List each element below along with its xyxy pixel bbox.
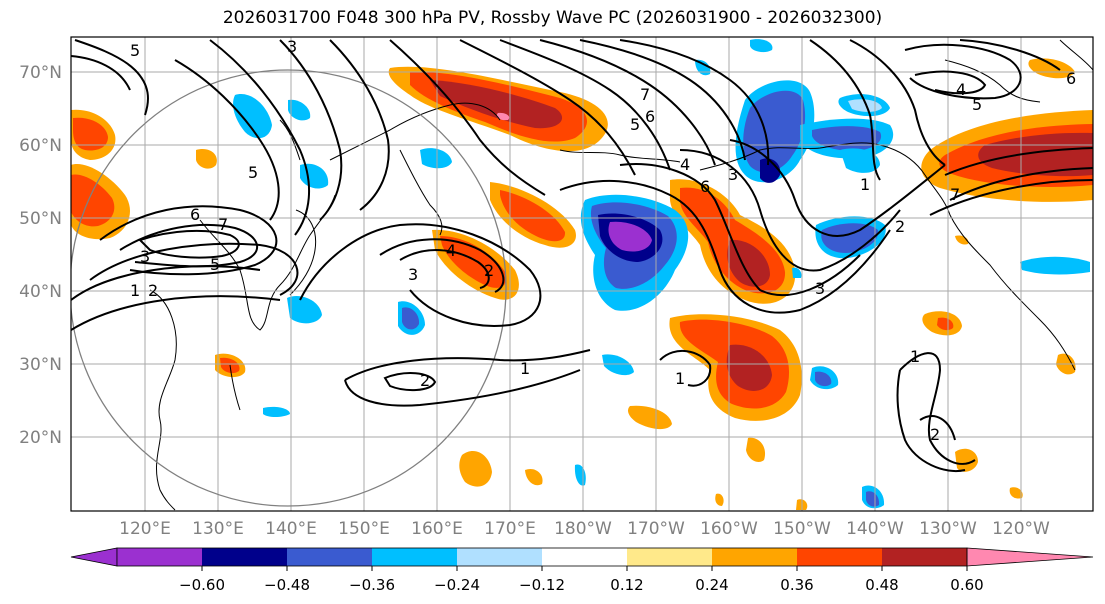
- contour-label: 5: [210, 255, 220, 274]
- lat-label: 70°N: [19, 63, 62, 83]
- contour-label: 1: [675, 369, 685, 388]
- colorbar-bin: [882, 548, 967, 566]
- colorbar-tick-label: 0.24: [695, 576, 728, 594]
- colorbar-bin: [287, 548, 372, 566]
- lon-label: 130°W: [919, 519, 977, 539]
- contour-label: 4: [446, 241, 456, 260]
- contour-label: 6: [700, 177, 710, 196]
- pv-contours: [71, 39, 1093, 473]
- colorbar-tick-label: 0.12: [610, 576, 643, 594]
- colorbar-tick-labels: −0.60 −0.48 −0.36 −0.24 −0.12 0.12 0.24 …: [179, 576, 984, 594]
- colorbar-bin: [627, 548, 712, 566]
- colorbar-extend-low: [70, 547, 118, 567]
- contour-label: 6: [645, 107, 655, 126]
- map-frame: [70, 36, 1094, 512]
- colorbar-bin: [712, 548, 797, 566]
- lon-label: 170°E: [484, 519, 536, 539]
- contour-label: 7: [950, 185, 960, 204]
- colorbar-bin: [457, 548, 542, 566]
- contour-label: 1: [130, 281, 140, 300]
- contour-labels: 5 6 7 5 3 1 2 3 4 5 2 1 1 2 3 4 5 6 7 4 …: [130, 37, 1076, 444]
- lon-label: 160°W: [700, 519, 758, 539]
- lat-label: 60°N: [19, 136, 62, 156]
- contour-label: 2: [930, 425, 940, 444]
- colorbar-bin: [542, 548, 627, 566]
- colorbar-tick-label: −0.36: [349, 576, 395, 594]
- lon-label: 140°W: [846, 519, 904, 539]
- lon-label: 170°W: [627, 519, 685, 539]
- colorbar-bin: [372, 548, 457, 566]
- contour-label: 3: [408, 265, 418, 284]
- contour-label: 4: [680, 155, 690, 174]
- contour-label: 2: [148, 281, 158, 300]
- contour-label: 3: [728, 165, 738, 184]
- colorbar-tick-label: −0.48: [264, 576, 310, 594]
- lat-label: 50°N: [19, 209, 62, 229]
- contour-label: 1: [860, 175, 870, 194]
- contour-label: 1: [910, 347, 920, 366]
- lon-label: 160°E: [411, 519, 463, 539]
- colorbar-tick-label: 0.48: [865, 576, 898, 594]
- lon-label: 120°E: [119, 519, 171, 539]
- contour-label: 7: [640, 85, 650, 104]
- colorbar-tick-label: 0.60: [950, 576, 983, 594]
- colorbar-ticks: [201, 566, 968, 571]
- contour-label: 4: [956, 80, 966, 99]
- contour-label: 7: [218, 215, 228, 234]
- contour-label: 3: [287, 37, 297, 56]
- contour-label: 5: [972, 95, 982, 114]
- contour-label: 5: [248, 163, 258, 182]
- contour-label: 2: [484, 261, 494, 280]
- colorbar: −0.60 −0.48 −0.36 −0.24 −0.12 0.12 0.24 …: [70, 547, 1094, 594]
- map-area: 5 6 7 5 3 1 2 3 4 5 2 1 1 2 3 4 5 6 7 4 …: [71, 37, 1093, 511]
- colorbar-bin: [202, 548, 287, 566]
- colorbar-tick-label: −0.24: [434, 576, 480, 594]
- colorbar-bin: [117, 548, 202, 566]
- negative-shading: [233, 39, 1090, 509]
- lon-label: 150°W: [773, 519, 831, 539]
- contour-label: 2: [895, 217, 905, 236]
- gridlines: [71, 37, 1093, 511]
- contour-label: 2: [420, 371, 430, 390]
- latitude-labels: 70°N 60°N 50°N 40°N 30°N 20°N: [19, 63, 62, 448]
- contour-label: 1: [520, 359, 530, 378]
- lat-label: 20°N: [19, 428, 62, 448]
- lat-label: 40°N: [19, 282, 62, 302]
- contour-label: 6: [190, 205, 200, 224]
- lon-label: 150°E: [338, 519, 390, 539]
- lon-label: 130°E: [192, 519, 244, 539]
- contour-label: 5: [130, 41, 140, 60]
- colorbar-tick-label: −0.12: [519, 576, 565, 594]
- lon-label: 140°E: [265, 519, 317, 539]
- contour-label: 6: [1066, 69, 1076, 88]
- colorbar-bin: [797, 548, 882, 566]
- reference-circle: [71, 69, 507, 507]
- contour-label: 3: [140, 247, 150, 266]
- longitude-labels: 120°E 130°E 140°E 150°E 160°E 170°E 180°…: [119, 519, 1050, 539]
- map-title: 2026031700 F048 300 hPa PV, Rossby Wave …: [222, 8, 883, 28]
- lon-label: 120°W: [992, 519, 1050, 539]
- lat-label: 30°N: [19, 355, 62, 375]
- colorbar-tick-label: 0.36: [780, 576, 813, 594]
- contour-label: 5: [630, 115, 640, 134]
- contour-label: 3: [815, 279, 825, 298]
- lon-label: 180°W: [554, 519, 612, 539]
- colorbar-extend-high: [966, 547, 1094, 567]
- colorbar-tick-label: −0.60: [179, 576, 225, 594]
